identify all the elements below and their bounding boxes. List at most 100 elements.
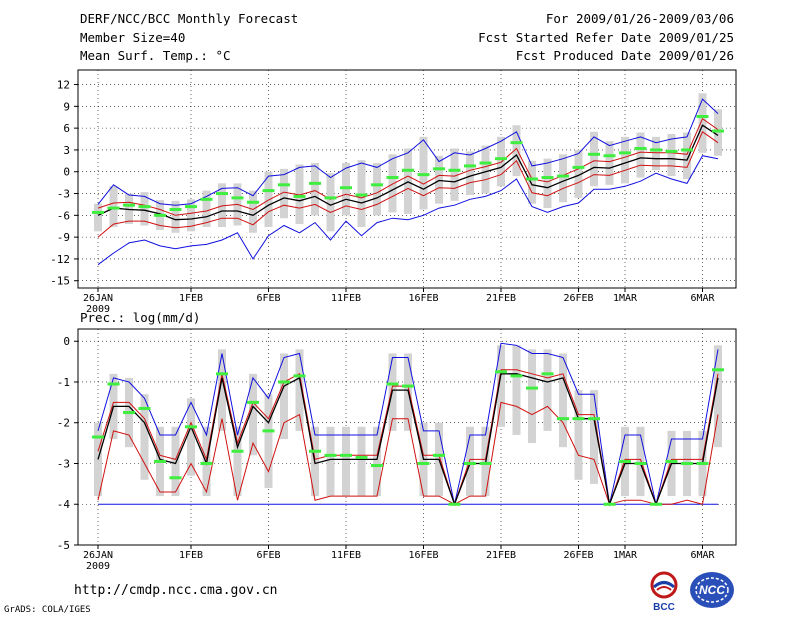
temperature-ytick-label: -3 — [57, 188, 70, 201]
precipitation-observed-marker — [526, 386, 538, 390]
temperature-range-bar — [683, 132, 691, 179]
precipitation-xtick-label: 1FEB — [179, 550, 203, 561]
temperature-observed-marker — [123, 203, 135, 207]
precipitation-xtick-label: 16FEB — [408, 550, 438, 561]
temperature-observed-marker — [526, 177, 538, 181]
precipitation-observed-marker — [278, 380, 290, 384]
temperature-range-bar — [264, 171, 273, 227]
precipitation-observed-marker — [557, 417, 569, 421]
bcc-logo-text: BCC — [653, 602, 675, 612]
precipitation-observed-marker — [650, 502, 662, 506]
precipitation-range-bar — [466, 426, 474, 497]
temperature-range-bar — [512, 125, 521, 177]
precipitation-observed-marker — [417, 461, 430, 465]
temperature-xtick-label: 11FEB — [331, 293, 361, 304]
temperature-spread-upper-line — [97, 117, 719, 216]
temperature-observed-marker — [216, 192, 228, 196]
temperature-min-line — [97, 155, 719, 266]
precipitation-ytick-label: 0 — [63, 335, 70, 348]
temperature-observed-marker — [231, 196, 244, 200]
precipitation-range-bar — [357, 426, 366, 497]
temperature-xtick-label: 26FEB — [563, 293, 593, 304]
precipitation-observed-marker — [169, 476, 182, 480]
ncc-logo: NCC — [690, 572, 734, 608]
temperature-range-bar — [543, 158, 552, 209]
temperature-range-bar — [652, 136, 660, 171]
temperature-ytick-label: 0 — [63, 166, 70, 179]
member-size-label: Member Size=40 — [80, 30, 186, 45]
precipitation-range-bar — [342, 426, 350, 497]
precipitation-observed-marker — [371, 464, 383, 468]
precipitation-range-bar — [326, 426, 335, 497]
temperature-range-bar — [249, 190, 257, 233]
temperature-xtick-label: 21FEB — [486, 293, 516, 304]
source-url[interactable]: http://cmdp.ncc.cma.gov.cn — [74, 583, 278, 598]
precipitation-xtick-label: 6MAR — [690, 550, 715, 561]
temperature-observed-marker — [355, 193, 368, 197]
temperature-observed-marker — [169, 208, 182, 212]
temperature-range-bar — [667, 133, 676, 177]
temperature-observed-marker — [464, 164, 476, 168]
precipitation-observed-marker — [200, 461, 213, 465]
temperature-ytick-label: -6 — [57, 209, 70, 222]
precipitation-ytick-label: -5 — [57, 539, 70, 552]
temperature-range-bar — [311, 163, 319, 216]
precipitation-range-bar — [528, 349, 536, 444]
temperature-xtick-label: 1MAR — [613, 293, 638, 304]
temperature-observed-marker — [262, 189, 275, 193]
temperature-range-bar — [404, 148, 412, 214]
precipitation-ytick-label: -1 — [57, 376, 70, 389]
precipitation-observed-marker — [123, 411, 135, 415]
temperature-range-bar — [435, 155, 443, 204]
precipitation-ytick-label: -2 — [57, 417, 70, 430]
temperature-observed-marker — [696, 115, 709, 119]
temperature-observed-marker — [681, 148, 693, 152]
precipitation-observed-marker — [340, 453, 352, 457]
temperature-observed-marker — [557, 174, 569, 178]
precipitation-range-bar — [590, 390, 598, 484]
temperature-observed-marker — [386, 176, 399, 180]
temperature-year-label: 2009 — [86, 304, 110, 315]
temperature-ytick-label: -12 — [50, 253, 70, 266]
temperature-observed-marker — [448, 168, 461, 172]
precipitation-max-line — [97, 342, 719, 505]
temperature-range-bar — [171, 200, 180, 233]
precipitation-year-label: 2009 — [86, 561, 110, 572]
precipitation-range-bar — [218, 349, 226, 431]
temperature-xtick-label: 16FEB — [408, 293, 438, 304]
precipitation-observed-marker — [386, 382, 399, 386]
precipitation-mean-line — [97, 373, 719, 507]
precipitation-observed-marker — [495, 370, 507, 374]
temperature-observed-marker — [541, 176, 554, 180]
temperature-range-bar — [326, 173, 335, 232]
precipitation-range-bar — [714, 345, 722, 448]
temperature-range-bar — [388, 154, 397, 213]
precipitation-range-bar — [264, 394, 273, 488]
precipitation-title: Prec.: log(mm/d) — [80, 310, 200, 325]
precipitation-range-bar — [171, 426, 180, 497]
temperature-observed-marker — [479, 161, 492, 165]
precipitation-observed-marker — [107, 382, 120, 386]
temperature-range-bar — [466, 151, 474, 195]
precipitation-observed-marker — [231, 449, 244, 453]
temperature-observed-marker — [185, 205, 197, 209]
temperature-observed-marker — [712, 129, 724, 133]
temperature-observed-marker — [588, 152, 600, 156]
precipitation-observed-marker — [92, 435, 104, 439]
forecast-started-label: Fcst Started Refer Date 2009/01/25 — [478, 30, 734, 45]
grads-credit: GrADS: COLA/IGES — [4, 605, 91, 615]
temperature-variable-label: Mean Surf. Temp.: °C — [80, 48, 231, 63]
temperature-range-bar — [373, 163, 381, 216]
temperature-observed-marker — [510, 141, 523, 145]
temperature-range-bar — [590, 131, 598, 187]
precipitation-ytick-label: -3 — [57, 457, 70, 470]
precipitation-observed-marker — [619, 459, 631, 463]
precipitation-observed-marker — [681, 461, 693, 465]
temperature-xtick-label: 26JAN — [83, 293, 113, 304]
precipitation-observed-marker — [448, 502, 461, 506]
temperature-observed-marker — [619, 151, 631, 155]
temperature-range-bar — [187, 199, 195, 232]
temperature-observed-marker — [433, 167, 445, 171]
